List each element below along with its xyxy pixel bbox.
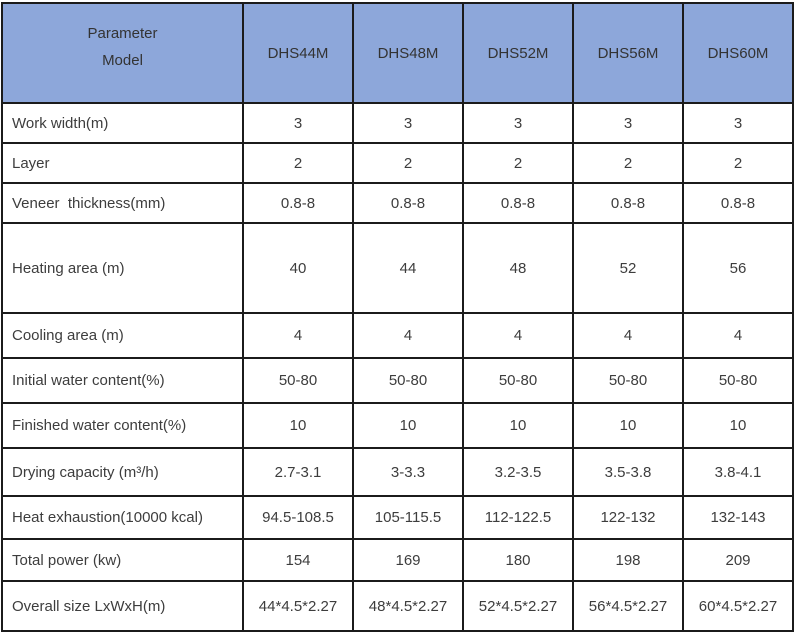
table-row: Overall size LxWxH(m) 44*4.5*2.27 48*4.5… <box>1 580 794 632</box>
row-label-layer: Layer <box>1 142 244 184</box>
spec-cell: 60*4.5*2.27 <box>682 580 794 632</box>
table-row: Work width(m) 3 3 3 3 3 <box>1 102 794 144</box>
table-row: Initial water content(%) 50-80 50-80 50-… <box>1 357 794 404</box>
spec-cell: 3 <box>242 102 354 144</box>
spec-cell: 50-80 <box>682 357 794 404</box>
table-row: Finished water content(%) 10 10 10 10 10 <box>1 402 794 449</box>
spec-cell: 4 <box>462 312 574 359</box>
spec-cell: 10 <box>682 402 794 449</box>
spec-cell: 0.8-8 <box>352 182 464 224</box>
spec-cell: 3 <box>352 102 464 144</box>
row-label-initial-water-content: Initial water content(%) <box>1 357 244 404</box>
spec-cell: 3.8-4.1 <box>682 447 794 497</box>
table-body: Work width(m) 3 3 3 3 3 Layer 2 2 2 2 2 … <box>1 102 794 632</box>
table-row: Drying capacity (m³/h) 2.7-3.1 3-3.3 3.2… <box>1 447 794 497</box>
corner-label-model: Model <box>102 52 143 69</box>
spec-cell: 52 <box>572 222 684 314</box>
spec-cell: 0.8-8 <box>682 182 794 224</box>
spec-cell: 44 <box>352 222 464 314</box>
spec-cell: 0.8-8 <box>572 182 684 224</box>
spec-cell: 3 <box>572 102 684 144</box>
spec-cell: 2.7-3.1 <box>242 447 354 497</box>
row-label-total-power: Total power (kw) <box>1 538 244 582</box>
spec-cell: 40 <box>242 222 354 314</box>
spec-table: Parameter Model DHS44M DHS48M DHS52M DHS… <box>1 2 794 632</box>
table-row: Heating area (m) 40 44 48 52 56 <box>1 222 794 314</box>
table-row: Total power (kw) 154 169 180 198 209 <box>1 538 794 582</box>
column-header-dhs60m: DHS60M <box>682 2 794 104</box>
spec-cell: 209 <box>682 538 794 582</box>
spec-cell: 132-143 <box>682 495 794 540</box>
spec-cell: 4 <box>352 312 464 359</box>
spec-cell: 3 <box>682 102 794 144</box>
row-label-cooling-area: Cooling area (m) <box>1 312 244 359</box>
spec-cell: 50-80 <box>242 357 354 404</box>
spec-cell: 2 <box>572 142 684 184</box>
spec-cell: 3.2-3.5 <box>462 447 574 497</box>
spec-cell: 4 <box>572 312 684 359</box>
column-header-dhs56m: DHS56M <box>572 2 684 104</box>
row-label-drying-capacity: Drying capacity (m³/h) <box>1 447 244 497</box>
spec-cell: 4 <box>682 312 794 359</box>
spec-cell: 50-80 <box>572 357 684 404</box>
spec-cell: 56*4.5*2.27 <box>572 580 684 632</box>
spec-cell: 10 <box>462 402 574 449</box>
spec-cell: 50-80 <box>462 357 574 404</box>
column-header-dhs52m: DHS52M <box>462 2 574 104</box>
spec-cell: 10 <box>352 402 464 449</box>
spec-cell: 105-115.5 <box>352 495 464 540</box>
spec-cell: 44*4.5*2.27 <box>242 580 354 632</box>
spec-cell: 154 <box>242 538 354 582</box>
spec-cell: 3-3.3 <box>352 447 464 497</box>
spec-cell: 112-122.5 <box>462 495 574 540</box>
spec-cell: 52*4.5*2.27 <box>462 580 574 632</box>
row-label-heat-exhaustion: Heat exhaustion(10000 kcal) <box>1 495 244 540</box>
table-row: Heat exhaustion(10000 kcal) 94.5-108.5 1… <box>1 495 794 540</box>
spec-cell: 198 <box>572 538 684 582</box>
spec-cell: 2 <box>462 142 574 184</box>
table-row: Cooling area (m) 4 4 4 4 4 <box>1 312 794 359</box>
row-label-heating-area: Heating area (m) <box>1 222 244 314</box>
spec-cell: 94.5-108.5 <box>242 495 354 540</box>
column-header-dhs48m: DHS48M <box>352 2 464 104</box>
spec-cell: 0.8-8 <box>242 182 354 224</box>
spec-cell: 56 <box>682 222 794 314</box>
spec-cell: 4 <box>242 312 354 359</box>
corner-label-parameter: Parameter <box>87 25 158 42</box>
column-header-dhs44m: DHS44M <box>242 2 354 104</box>
spec-cell: 122-132 <box>572 495 684 540</box>
spec-cell: 48*4.5*2.27 <box>352 580 464 632</box>
spec-cell: 3 <box>462 102 574 144</box>
spec-cell: 2 <box>682 142 794 184</box>
row-label-finished-water-content: Finished water content(%) <box>1 402 244 449</box>
header-row: Parameter Model DHS44M DHS48M DHS52M DHS… <box>1 2 794 104</box>
table-row: Veneer thickness(mm) 0.8-8 0.8-8 0.8-8 0… <box>1 182 794 224</box>
spec-cell: 180 <box>462 538 574 582</box>
row-label-veneer-thickness: Veneer thickness(mm) <box>1 182 244 224</box>
spec-cell: 169 <box>352 538 464 582</box>
row-label-overall-size: Overall size LxWxH(m) <box>1 580 244 632</box>
table-header: Parameter Model DHS44M DHS48M DHS52M DHS… <box>1 2 794 104</box>
row-label-work-width: Work width(m) <box>1 102 244 144</box>
spec-cell: 2 <box>242 142 354 184</box>
corner-header-inner: Parameter Model <box>3 25 242 69</box>
spec-cell: 10 <box>572 402 684 449</box>
spec-cell: 48 <box>462 222 574 314</box>
spec-cell: 3.5-3.8 <box>572 447 684 497</box>
table-row: Layer 2 2 2 2 2 <box>1 142 794 184</box>
spec-cell: 50-80 <box>352 357 464 404</box>
spec-cell: 0.8-8 <box>462 182 574 224</box>
spec-cell: 10 <box>242 402 354 449</box>
spec-cell: 2 <box>352 142 464 184</box>
corner-header: Parameter Model <box>1 2 244 104</box>
